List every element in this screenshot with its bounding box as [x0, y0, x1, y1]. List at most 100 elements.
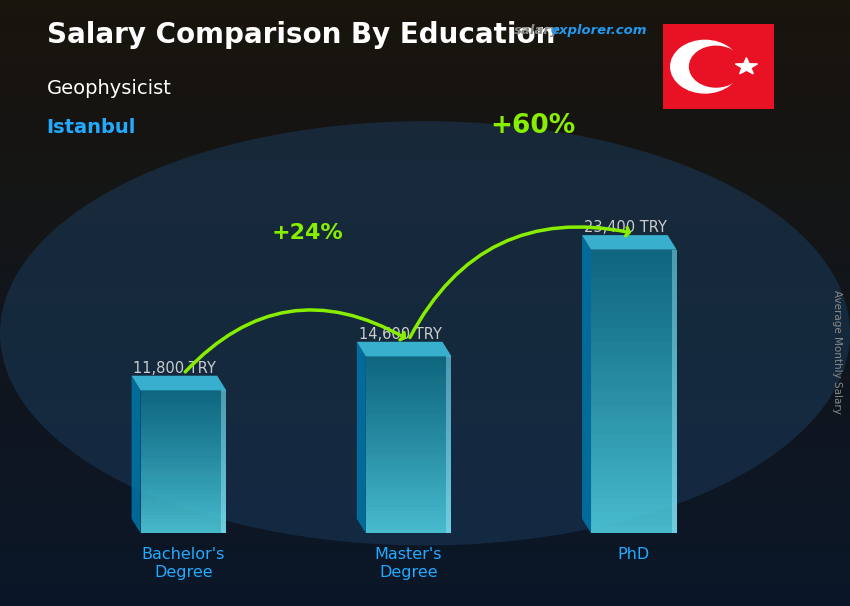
Bar [0, 518, 850, 521]
Bar [366, 485, 451, 489]
Bar [0, 67, 850, 70]
Bar [0, 539, 850, 542]
Bar [0, 200, 850, 203]
Bar [591, 448, 677, 455]
Bar [591, 335, 677, 342]
Bar [140, 522, 226, 526]
Bar [0, 36, 850, 39]
Bar [591, 455, 677, 462]
Bar [366, 507, 451, 511]
Bar [591, 420, 677, 427]
Bar [0, 579, 850, 582]
Bar [591, 491, 677, 498]
Bar [140, 501, 226, 505]
Bar [366, 524, 451, 529]
Polygon shape [357, 342, 366, 533]
Bar [591, 512, 677, 519]
Bar [140, 498, 226, 501]
Bar [0, 342, 850, 345]
Bar [0, 382, 850, 385]
Bar [0, 339, 850, 342]
Bar [140, 512, 226, 515]
Bar [366, 441, 451, 445]
Bar [366, 467, 451, 471]
Bar [591, 526, 677, 533]
Bar [140, 454, 226, 458]
Bar [0, 530, 850, 533]
Polygon shape [132, 376, 226, 390]
Bar [0, 345, 850, 348]
Bar [0, 330, 850, 333]
Bar [0, 88, 850, 91]
Bar [0, 30, 850, 33]
Bar [0, 554, 850, 558]
Bar [0, 512, 850, 515]
Bar [0, 403, 850, 406]
Bar [0, 245, 850, 248]
Bar [0, 545, 850, 548]
Bar [0, 230, 850, 233]
Bar [591, 519, 677, 526]
Bar [0, 52, 850, 55]
Bar [591, 434, 677, 441]
Bar [0, 227, 850, 230]
Bar [0, 194, 850, 197]
Bar [0, 303, 850, 306]
Bar [0, 454, 850, 458]
Bar [591, 349, 677, 356]
Bar [0, 164, 850, 167]
Bar [140, 447, 226, 451]
Bar [591, 427, 677, 434]
Polygon shape [132, 376, 140, 533]
Bar [0, 155, 850, 158]
Bar [140, 444, 226, 447]
Bar [0, 48, 850, 52]
Bar [591, 378, 677, 384]
Bar [0, 291, 850, 294]
Bar [366, 476, 451, 480]
Bar [0, 297, 850, 300]
Bar [0, 500, 850, 503]
Text: Salary Comparison By Education: Salary Comparison By Education [47, 21, 555, 49]
Bar [0, 261, 850, 264]
Bar [0, 0, 850, 3]
Bar [140, 458, 226, 462]
Bar [0, 73, 850, 76]
Bar [0, 42, 850, 45]
Bar [591, 462, 677, 470]
Bar [140, 515, 226, 519]
Bar [0, 464, 850, 467]
Bar [0, 503, 850, 506]
Bar [0, 79, 850, 82]
Bar [0, 388, 850, 391]
Bar [0, 361, 850, 364]
Bar [140, 505, 226, 508]
Bar [0, 279, 850, 282]
Bar [0, 242, 850, 245]
Bar [0, 173, 850, 176]
Bar [0, 439, 850, 442]
Bar [0, 355, 850, 358]
Bar [0, 239, 850, 242]
Bar [0, 85, 850, 88]
Bar [140, 473, 226, 476]
Bar [0, 188, 850, 191]
Bar [140, 433, 226, 437]
Bar [591, 271, 677, 278]
Bar [140, 494, 226, 498]
Bar [0, 494, 850, 497]
Bar [0, 321, 850, 324]
Bar [0, 197, 850, 200]
Bar [0, 379, 850, 382]
Bar [366, 436, 451, 441]
Bar [140, 508, 226, 512]
Bar [0, 97, 850, 100]
Bar [0, 24, 850, 27]
Bar [591, 505, 677, 512]
Bar [140, 519, 226, 522]
Bar [0, 406, 850, 409]
Bar [0, 15, 850, 18]
Bar [591, 476, 677, 484]
Bar [0, 203, 850, 206]
Bar [591, 384, 677, 391]
